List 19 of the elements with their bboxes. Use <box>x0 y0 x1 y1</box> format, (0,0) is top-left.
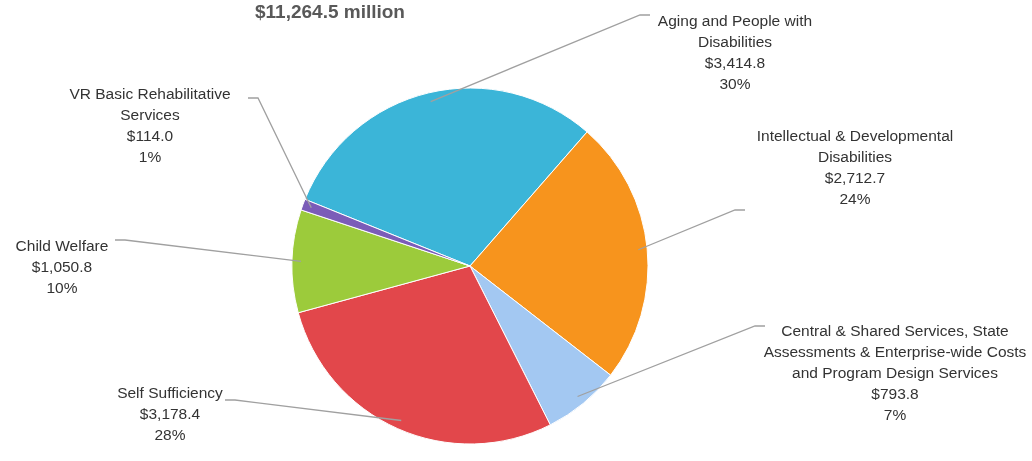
text: 28% <box>154 426 186 443</box>
text: 1% <box>138 148 162 165</box>
data-label: $3,178.4 <box>139 405 201 422</box>
data-label: $1,050.8 <box>31 258 93 275</box>
slice-label: Aging and People with Disabilities <box>657 12 813 50</box>
slice-label: Child Welfare <box>15 237 109 254</box>
slice-label: Self Sufficiency <box>117 384 224 401</box>
slice-label: Intellectual & Developmental Disabilities <box>756 127 954 165</box>
chart-title: $11,264.5 million <box>255 1 405 22</box>
data-label: $2,712.7 <box>824 169 886 186</box>
text: 10% <box>46 279 78 296</box>
text: 24% <box>839 190 871 207</box>
data-label: $793.8 <box>871 385 919 402</box>
slice-label: Central & Shared Services, State Assessments & Enterprise-wide Costs and Program Design Services <box>763 322 1027 381</box>
text: 7% <box>883 406 907 423</box>
data-label: $114.0 <box>126 127 174 144</box>
text: 30% <box>719 75 751 92</box>
slice-label: VR Basic Rehabilitative Services <box>69 85 231 123</box>
data-label: $3,414.8 <box>704 54 766 71</box>
